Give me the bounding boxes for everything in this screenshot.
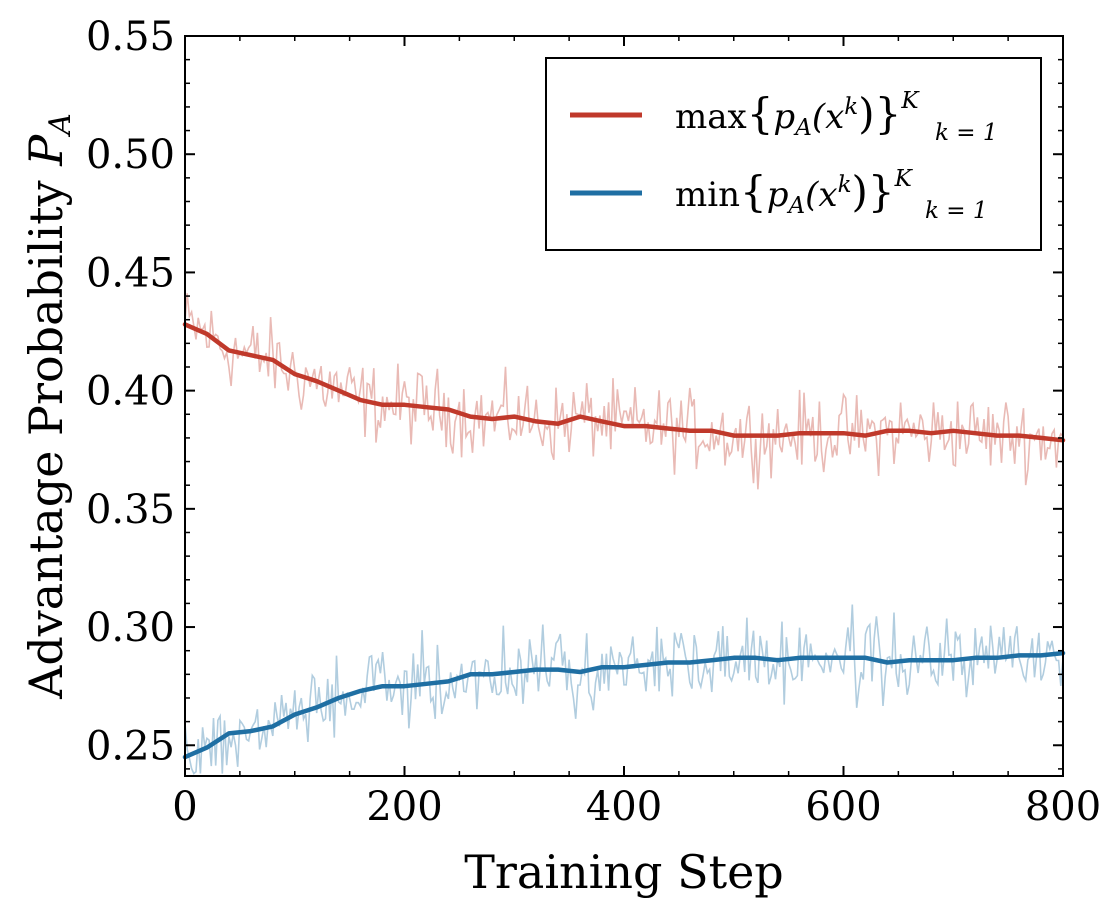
- legend-min-open: {: [740, 167, 767, 216]
- x-tick-label: 400: [586, 784, 662, 830]
- y-tick-label: 0.50: [86, 132, 175, 178]
- legend-max-sub2: k = 1: [935, 120, 997, 146]
- smoothed-line-1: [182, 650, 1066, 760]
- raw-line-1: [184, 604, 1064, 775]
- legend-min-func: min: [675, 175, 740, 215]
- raw-line-0: [184, 293, 1064, 490]
- x-tick-label: 200: [366, 784, 442, 830]
- y-tick-label: 0.30: [86, 605, 175, 651]
- x-tick-label: 0: [172, 784, 197, 830]
- smoothed-series-layer: [182, 322, 1066, 760]
- y-tick-label: 0.55: [86, 14, 175, 60]
- legend-max-sup: k: [844, 94, 858, 120]
- y-tick-label: 0.45: [86, 250, 175, 296]
- legend-max-arg: (x: [812, 97, 844, 137]
- legend-label-max: max{pA(xk)}K: [675, 88, 920, 141]
- legend-max-func: max: [675, 97, 747, 137]
- y-axis-title-symbol: P: [19, 134, 73, 167]
- legend-box: [545, 57, 1042, 251]
- ticks-layer: 0 200 400 600 800 0.25 0.30 0.35 0.40 0.45 0.50 0.5…: [86, 14, 1101, 830]
- legend-min-sup2: K: [894, 166, 914, 192]
- smoothed-line-0: [182, 322, 1066, 443]
- y-tick-label: 0.40: [86, 369, 175, 415]
- legend-min-psub: A: [787, 193, 806, 219]
- legend-min-close: )}: [852, 167, 895, 216]
- x-axis-title: Training Step: [464, 845, 784, 899]
- legend-max-sup2: K: [900, 88, 920, 114]
- y-axis-title-subscript: A: [43, 113, 78, 138]
- legend-min-sup: k: [838, 172, 852, 198]
- legend-label-min: min{pA(xk)}K: [675, 166, 914, 219]
- legend-min-arg: (x: [805, 175, 837, 215]
- y-axis-title: Advantage Probability PA: [19, 113, 78, 700]
- legend-max-psub: A: [793, 115, 812, 141]
- legend-min-p: p: [767, 175, 789, 215]
- x-tick-label: 600: [805, 784, 881, 830]
- y-axis-title-text: Advantage Probability: [19, 166, 73, 700]
- y-tick-label: 0.35: [86, 487, 175, 533]
- legend-max-close: )}: [858, 89, 901, 138]
- legend: max{pA(xk)}K k = 1 min{pA(xk)}K k = 1: [545, 57, 1042, 251]
- y-tick-label: 0.25: [86, 723, 175, 769]
- legend-max-open: {: [747, 89, 774, 138]
- raw-series-layer: [184, 293, 1064, 775]
- legend-min-sub2: k = 1: [925, 198, 987, 224]
- x-tick-label: 800: [1025, 784, 1101, 830]
- legend-max-p: p: [773, 97, 795, 137]
